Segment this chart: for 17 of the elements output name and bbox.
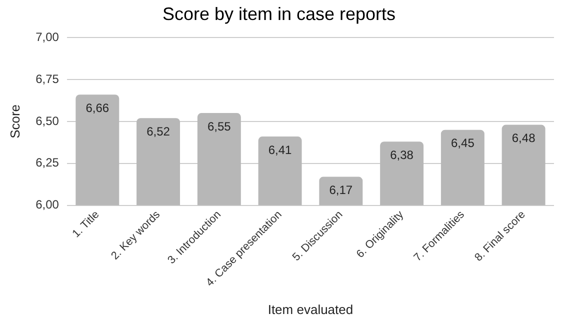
data-label: 6,52: [146, 124, 170, 138]
data-label: 6,66: [86, 100, 110, 115]
y-tick-label: 7,00: [36, 30, 60, 44]
x-tick-label: 1. Title: [70, 208, 102, 240]
y-tick-label: 6,25: [36, 156, 60, 170]
x-axis-title: Item evaluated: [268, 302, 354, 317]
data-label: 6,41: [268, 142, 292, 157]
chart-title: Score by item in case reports: [162, 4, 396, 24]
y-axis-title: Score: [7, 104, 22, 138]
data-label: 6,17: [329, 183, 353, 198]
y-tick-label: 6,75: [36, 72, 60, 86]
data-label: 6,45: [451, 136, 475, 150]
y-tick-label: 6,00: [36, 198, 60, 212]
data-label: 6,38: [390, 148, 414, 162]
data-label: 6,48: [512, 131, 536, 146]
data-label: 6,55: [207, 119, 232, 134]
y-tick-label: 6,50: [36, 114, 60, 128]
